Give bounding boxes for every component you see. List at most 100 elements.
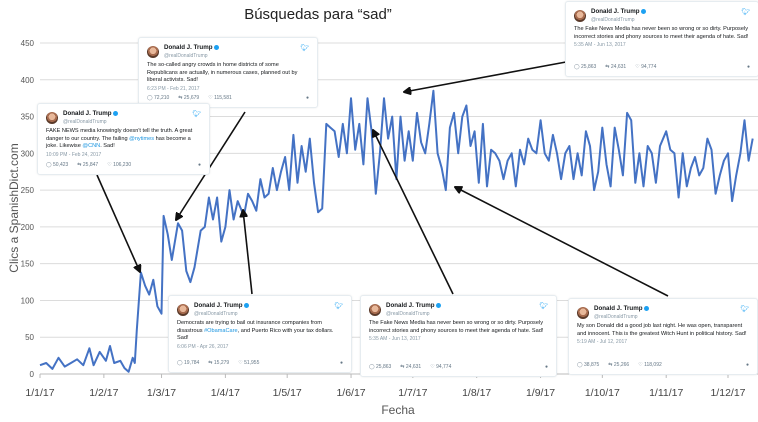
reply-icon: ◯ [577,362,583,369]
y-tick-label: 150 [21,260,35,269]
tweet-time: 6:23 PM - Feb 21, 2017 [147,85,200,92]
y-tick-label: 200 [21,223,35,232]
tweet-handle: @realDonaldTrump [164,52,208,59]
verified-icon [214,45,220,51]
like-stat: ♡ 106,230 [107,162,131,169]
tweet-card: Donald J. Trump @realDonaldTrump 🐦︎ The s… [138,37,318,108]
annotation-arrow [373,130,454,295]
reply-stat: ◯ 25,863 [574,64,596,71]
tweet-card: Donald J. Trump @realDonaldTrump 🐦︎ The F… [360,295,557,377]
chart-title: Búsquedas para “sad” [244,6,392,23]
annotation-arrow [404,61,567,92]
retweet-stat: ⇆ 25,679 [178,95,199,102]
retweet-stat: ⇆ 25,847 [77,162,98,169]
tweet-time: 5:35 AM - Jun 13, 2017 [574,42,626,49]
x-tick-label: 1/1/17 [25,387,54,399]
like-stat: ♡ 51,955 [238,360,259,367]
retweet-icon: ⇆ [77,162,82,169]
twitter-bird-icon: 🐦︎ [740,306,749,313]
tweet-text: FAKE NEWS media knowingly doesn't tell t… [46,128,201,151]
y-tick-label: 0 [30,370,35,379]
avatar [574,9,586,22]
x-tick-label: 1/6/17 [336,387,365,399]
verified-icon [113,111,119,117]
heart-icon: ♡ [238,360,243,367]
retweet-count: 24,631 [405,364,422,371]
tweet-text-segment: . Sad! [100,143,115,150]
tweet-handle: @realDonaldTrump [194,310,238,317]
reply-icon: ◯ [574,64,580,71]
tweet-text-segment: My son Donald did a good job last night.… [577,323,747,337]
reply-stat: ◯ 72,210 [147,95,169,102]
tweet-author: Donald J. Trump [194,302,243,309]
reply-count: 25,863 [376,364,392,371]
avatar [177,303,189,316]
reply-stat: ◯ 38,875 [577,362,599,369]
like-stat: ♡ 94,774 [430,364,451,371]
avatar [369,303,381,316]
twitter-bird-icon: 🐦︎ [300,45,309,52]
reply-stat: ◯ 50,423 [46,162,68,169]
retweet-count: 25,266 [613,362,630,369]
tweet-text: The Fake News Media has never been so wr… [369,320,548,335]
avatar [577,306,589,319]
x-tick-label: 1/10/17 [585,387,620,399]
x-tick-label: 1/12/17 [710,387,745,399]
twitter-bird-icon: 🐦︎ [192,111,201,118]
heart-icon: ♡ [635,64,640,71]
y-tick-label: 50 [25,333,34,342]
y-tick-label: 350 [21,113,35,122]
tweet-text-segment: FAKE NEWS media knowingly doesn't tell t… [46,128,193,142]
heart-icon: ♡ [638,362,643,369]
annotation-arrow [455,187,669,297]
tweet-handle: @realDonaldTrump [594,313,638,320]
annotation-arrow [243,210,253,295]
tweet-text: My son Donald did a good job last night.… [577,323,749,338]
retweet-icon: ⇆ [608,362,613,369]
retweet-icon: ⇆ [400,364,405,371]
tweet-card: Donald J. Trump @realDonaldTrump 🐦︎ My so… [568,298,758,375]
tweet-author: Donald J. Trump [386,302,435,309]
tweet-card: Donald J. Trump @realDonaldTrump 🐦︎ The F… [565,1,758,77]
like-count: 118,092 [644,362,662,369]
avatar [147,45,159,58]
avatar [46,111,58,124]
info-icon: ● [339,360,343,367]
like-stat: ♡ 94,774 [635,64,656,71]
x-tick-label: 1/4/17 [211,387,240,399]
retweet-stat: ⇆ 24,631 [400,364,421,371]
tweet-link[interactable]: @CNN [82,143,101,150]
reply-stat: ◯ 19,784 [177,360,199,367]
retweet-icon: ⇆ [605,64,610,71]
like-count: 106,230 [113,162,132,169]
like-count: 51,955 [244,360,260,367]
y-tick-label: 250 [21,186,35,195]
info-icon: ● [197,162,201,169]
heart-icon: ♡ [208,95,213,102]
tweet-text-segment: , and Puerto Rico with your tax dollars.… [177,327,334,342]
y-axis-label: Clics a SpanishDict.com [7,143,21,272]
heart-icon: ♡ [107,162,112,169]
tweet-author: Donald J. Trump [63,110,112,117]
reply-icon: ◯ [46,162,52,169]
tweet-author: Donald J. Trump [594,305,643,312]
series-line [39,89,754,373]
y-tick-label: 100 [21,296,35,305]
info-icon: ● [544,364,548,371]
tweet-text: The Fake News Media has never been so wr… [574,26,750,41]
retweet-count: 25,847 [82,162,99,169]
x-axis-label: Fecha [381,403,415,417]
tweet-text-segment: The Fake News Media has never been so wr… [369,320,544,334]
tweet-handle: @realDonaldTrump [386,310,430,317]
like-count: 94,774 [436,364,452,371]
tweet-link[interactable]: @nytimes [129,135,155,142]
verified-icon [644,306,650,312]
reply-count: 50,423 [53,162,69,169]
x-tick-label: 1/9/17 [526,387,555,399]
like-stat: ♡ 118,092 [638,362,662,369]
tweet-time: 6:06 PM - Apr 26, 2017 [177,343,229,350]
tweet-link[interactable]: #ObamaCare [204,327,238,334]
tweet-author: Donald J. Trump [591,8,640,15]
info-icon: ● [745,362,749,369]
